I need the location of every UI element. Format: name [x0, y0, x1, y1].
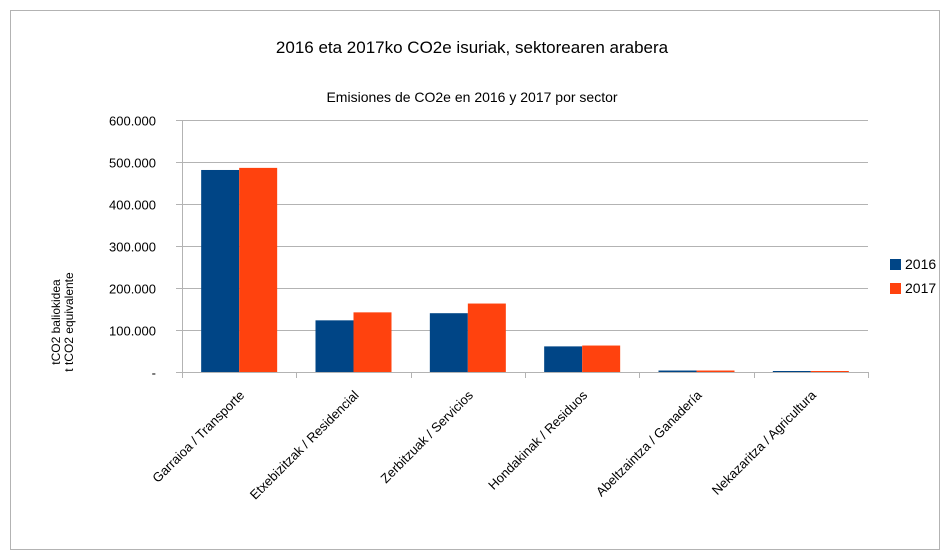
y-tick-label: 500.000: [109, 156, 156, 171]
bar-2017-5: [696, 370, 735, 372]
bar-chart: - 100.000 200.000 300.000 400.000 500.000 600.…: [49, 114, 936, 503]
bar-2016-4: [544, 346, 583, 372]
bar-2017-1: [239, 167, 278, 372]
x-tick-label: Nekazaritza / Agricultura: [709, 387, 820, 498]
x-tick-label: Garraioa / Transporte: [149, 388, 247, 486]
y-tick-label: -: [152, 366, 156, 381]
bar-2016-6: [772, 371, 811, 372]
legend-swatch-2017: [890, 283, 901, 294]
bar-2017-4: [582, 345, 621, 372]
y-axis-label: tCO2 baliokidea: [49, 279, 63, 365]
y-axis-label: t tCO2 equivalente: [62, 272, 76, 372]
legend-swatch-2016: [890, 259, 901, 270]
bar-2017-6: [810, 371, 849, 372]
bar-2016-2: [315, 320, 354, 372]
legend-label-2016: 2016: [905, 256, 936, 272]
x-tick-label: Etxebizitzak / Residencial: [247, 387, 362, 502]
bar-2017-2: [353, 312, 392, 372]
y-tick-label: 200.000: [109, 282, 156, 297]
chart-subtitle: Emisiones de CO2e en 2016 y 2017 por sec…: [326, 89, 618, 105]
x-tick-label: Abeltzaintza / Ganadería: [593, 387, 705, 499]
bar-2017-3: [467, 303, 506, 372]
x-tick-label: Zerbitzuak / Servicios: [377, 387, 476, 486]
y-tick-label: 400.000: [109, 198, 156, 213]
bar-2016-5: [658, 370, 697, 372]
chart-title: 2016 eta 2017ko CO2e isuriak, sektoreare…: [275, 38, 669, 57]
y-tick-label: 100.000: [109, 324, 156, 339]
bar-2016-1: [201, 169, 240, 372]
x-tick-label: Hondakinak / Residuos: [485, 387, 590, 492]
y-tick-label: 600.000: [109, 114, 156, 129]
legend-label-2017: 2017: [905, 280, 936, 296]
bar-2016-3: [429, 313, 468, 372]
y-tick-label: 300.000: [109, 240, 156, 255]
